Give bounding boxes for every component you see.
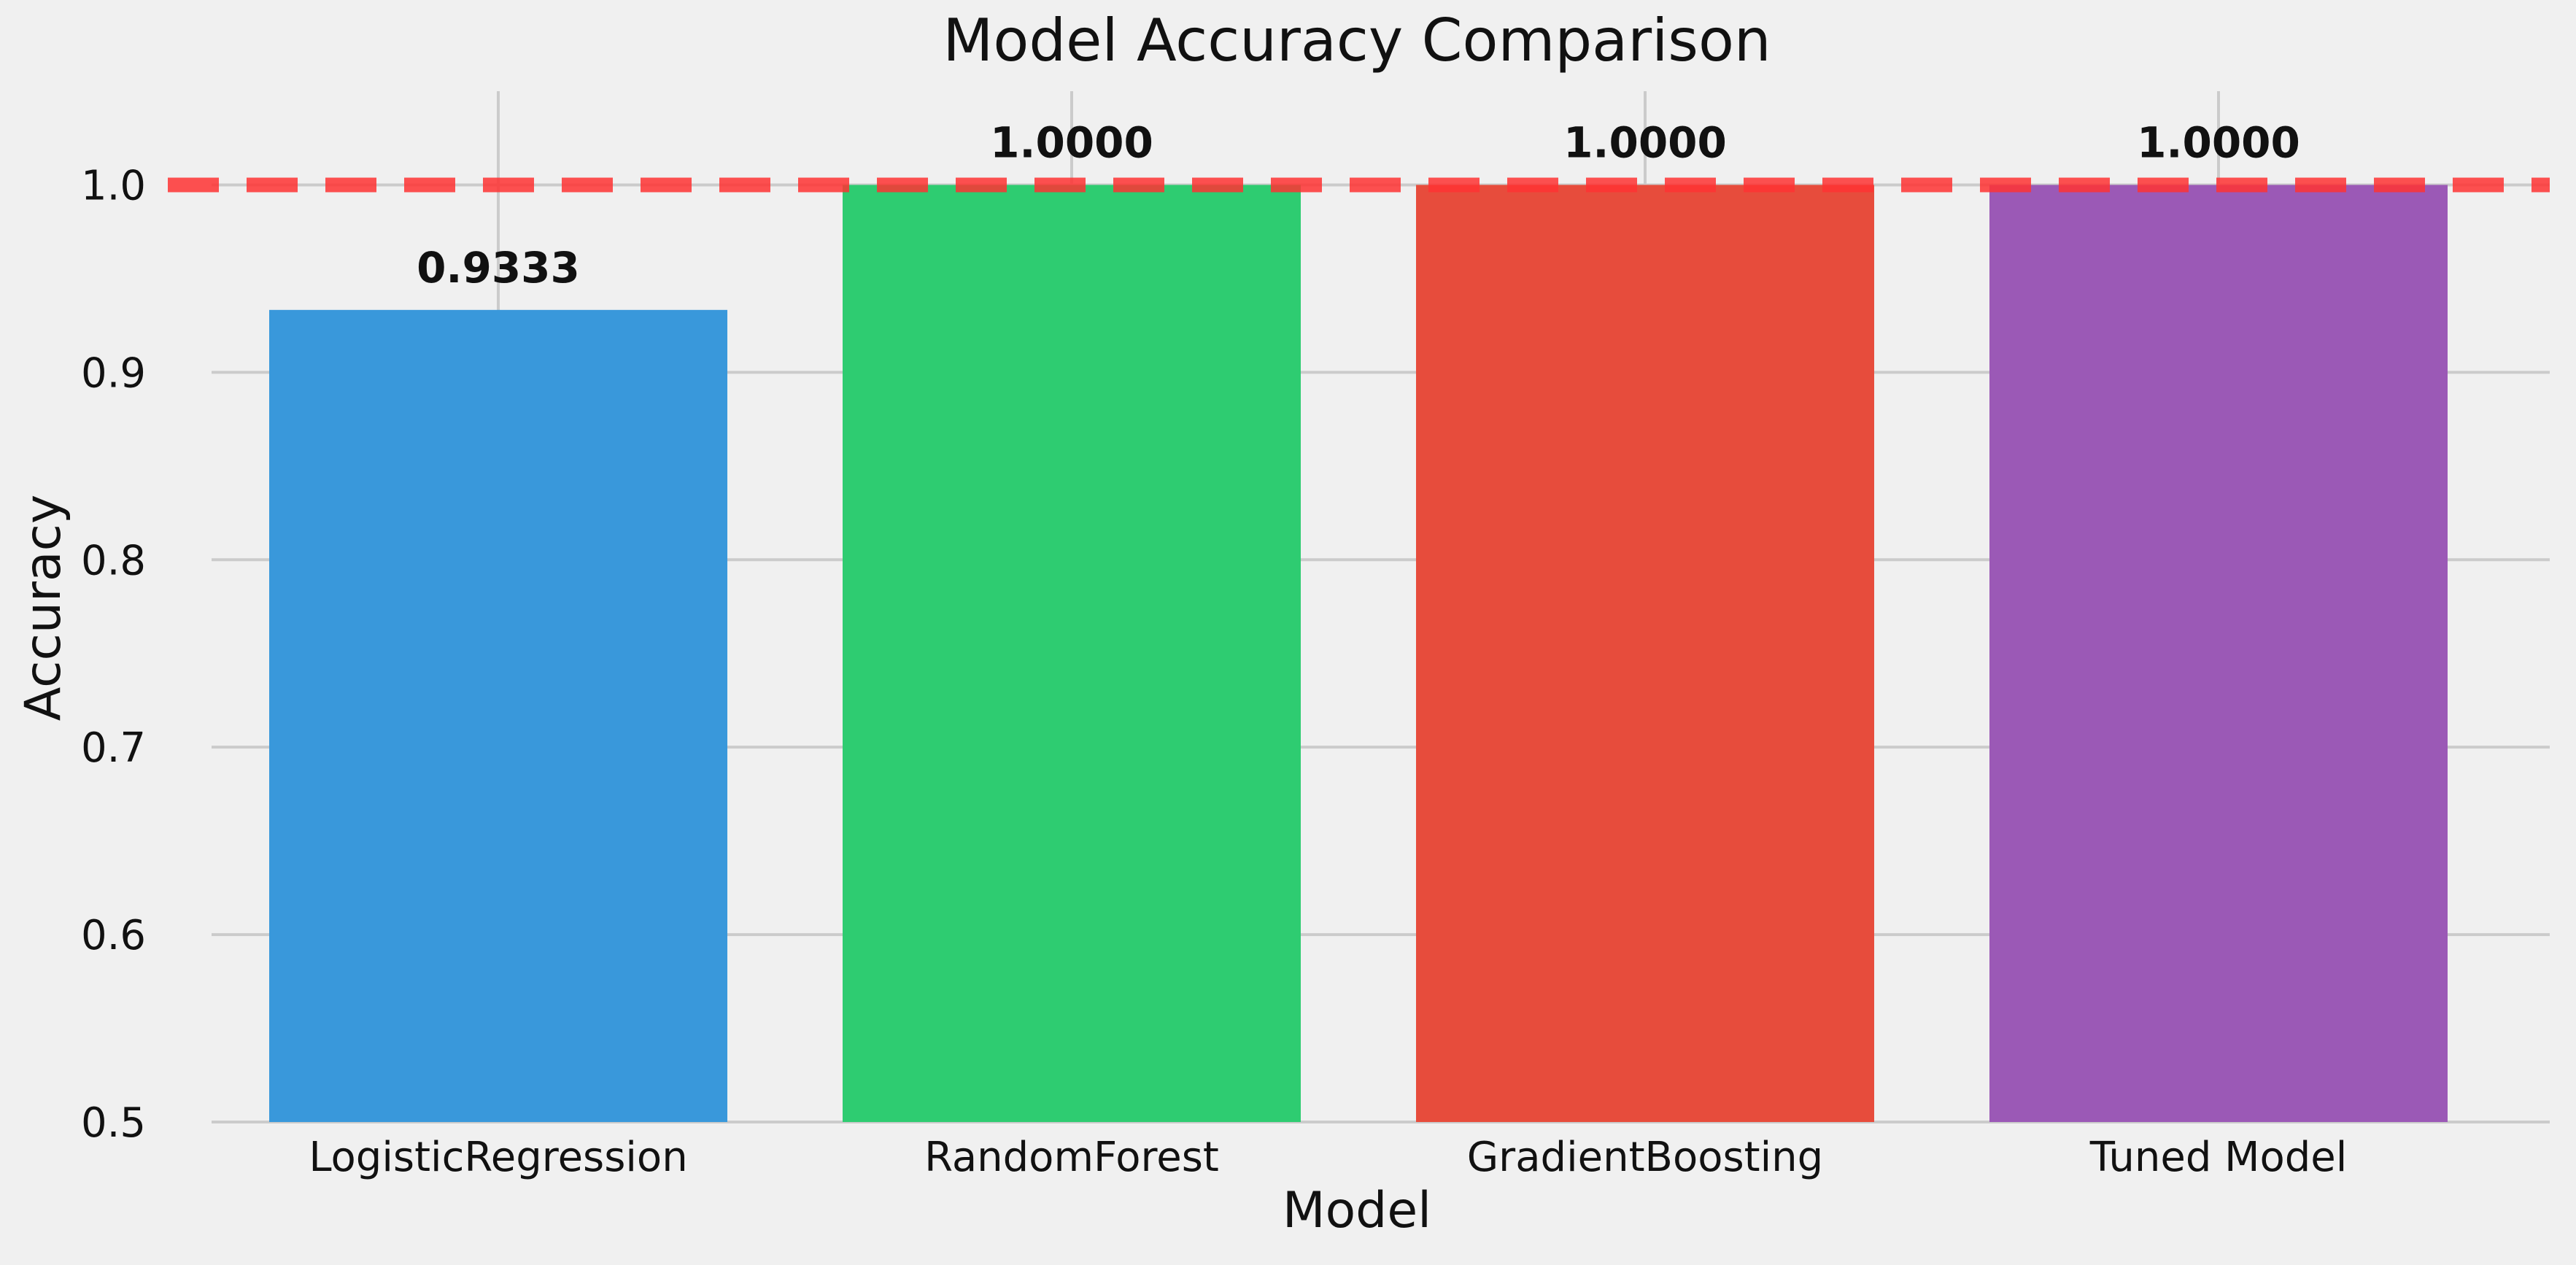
bar-value-label: 1.0000 — [990, 117, 1153, 167]
x-tick-label: Tuned Model — [2089, 1134, 2348, 1181]
bar-value-label: 1.0000 — [1563, 117, 1727, 167]
chart-title: Model Accuracy Comparison — [943, 7, 1771, 74]
x-tick-label: RandomForest — [924, 1134, 1219, 1181]
bar-logisticregression — [269, 309, 727, 1123]
x-axis-label: Model — [1283, 1182, 1431, 1239]
bar-tuned-model — [1989, 185, 2448, 1122]
y-tick-label: 0.9 — [81, 349, 146, 397]
labels-layer: 0.5 0.6 0.7 0.8 0.9 1.0 0.9333 LogisticRegressi… — [81, 117, 2347, 1181]
bars-layer — [269, 185, 2448, 1123]
y-tick-label: 0.7 — [81, 724, 146, 772]
bar-value-label: 1.0000 — [2137, 117, 2300, 167]
bar-randomforest — [843, 185, 1301, 1122]
y-tick-label: 1.0 — [81, 162, 146, 209]
x-tick-label: LogisticRegression — [309, 1134, 687, 1181]
y-axis-label: Accuracy — [15, 495, 72, 721]
x-tick-label: GradientBoosting — [1467, 1134, 1823, 1181]
bar-value-label: 0.9333 — [417, 243, 580, 293]
y-tick-label: 0.5 — [81, 1099, 146, 1147]
y-tick-label: 0.8 — [81, 537, 146, 584]
bar-gradientboosting — [1416, 185, 1874, 1122]
y-tick-label: 0.6 — [81, 912, 146, 959]
